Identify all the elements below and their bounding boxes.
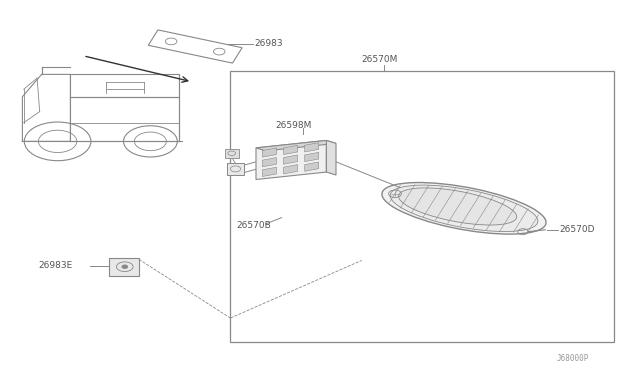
Polygon shape [262,167,276,177]
Text: J68000P: J68000P [557,354,589,363]
Polygon shape [284,155,298,164]
Circle shape [122,265,127,268]
Ellipse shape [390,185,538,231]
Polygon shape [262,157,276,167]
Ellipse shape [382,183,546,234]
Bar [230,71,614,342]
Polygon shape [305,162,319,171]
Text: 26983: 26983 [254,39,283,48]
Polygon shape [284,145,298,154]
Polygon shape [256,140,326,179]
FancyBboxPatch shape [227,163,244,175]
Text: 26570B: 26570B [237,221,271,230]
Polygon shape [305,142,319,152]
Ellipse shape [399,188,516,225]
Text: 26983E: 26983E [38,262,73,270]
Text: 26570D: 26570D [559,225,595,234]
Text: 26598M: 26598M [275,121,312,130]
Polygon shape [148,30,242,63]
FancyBboxPatch shape [225,149,239,158]
Polygon shape [305,152,319,161]
Text: 26570M: 26570M [362,55,398,64]
Polygon shape [256,140,336,151]
Polygon shape [326,140,336,175]
FancyBboxPatch shape [109,258,139,276]
Polygon shape [284,164,298,174]
Polygon shape [262,148,276,157]
